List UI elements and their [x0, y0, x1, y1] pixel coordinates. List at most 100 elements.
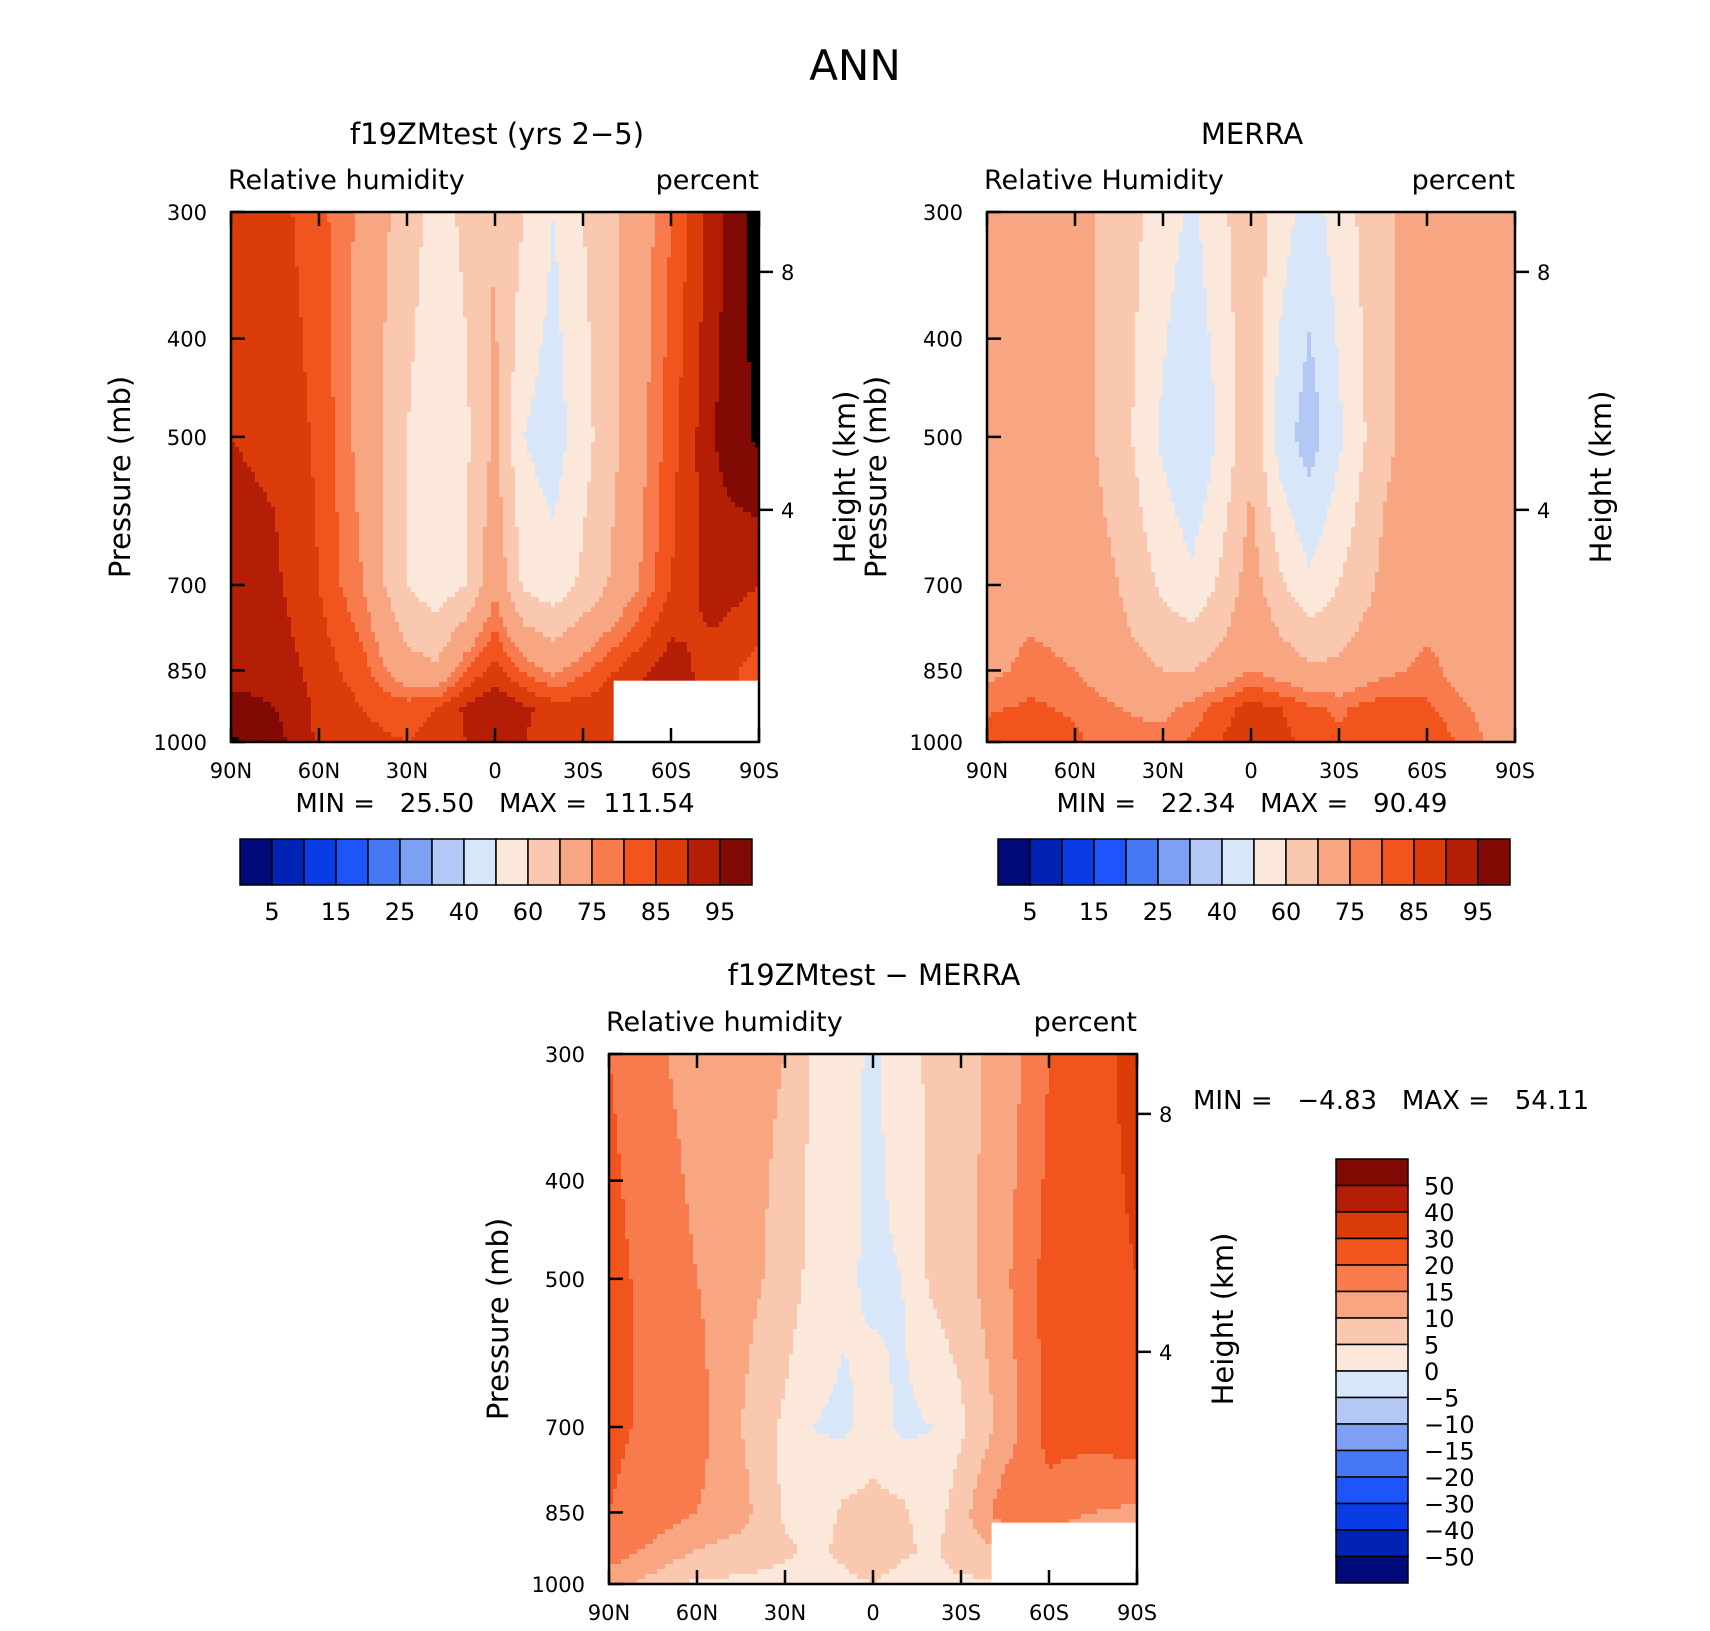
contour-cell: [487, 212, 492, 218]
contour-cell: [587, 317, 592, 323]
contour-cell: [615, 312, 620, 318]
contour-cell: [407, 297, 412, 303]
contour-cell: [411, 217, 416, 223]
contour-cell: [671, 277, 676, 283]
contour-cell: [479, 267, 484, 273]
contour-cell: [639, 247, 644, 253]
contour-cell: [291, 372, 296, 378]
contour-cell: [451, 252, 456, 258]
contour-cell: [415, 352, 420, 358]
contour-cell: [703, 302, 708, 308]
contour-cell: [591, 312, 596, 318]
contour-cell: [291, 302, 296, 308]
contour-cell: [259, 357, 264, 363]
contour-cell: [379, 327, 384, 333]
contour-cell: [511, 322, 516, 328]
contour-cell: [619, 217, 624, 223]
contour-cell: [715, 392, 720, 398]
contour-cell: [751, 262, 756, 268]
contour-cell: [635, 362, 640, 368]
contour-cell: [679, 222, 684, 228]
contour-cell: [703, 272, 708, 278]
contour-cell: [391, 342, 396, 348]
contour-cell: [707, 352, 712, 358]
contour-cell: [711, 332, 716, 338]
contour-cell: [655, 302, 660, 308]
contour-cell: [519, 317, 524, 323]
contour-cell: [615, 352, 620, 358]
contour-cell: [307, 307, 312, 313]
contour-cell: [395, 257, 400, 263]
contour-cell: [359, 327, 364, 333]
contour-cell: [719, 362, 724, 368]
contour-cell: [343, 332, 348, 338]
contour-cell: [443, 267, 448, 273]
contour-cell: [567, 372, 572, 378]
contour-cell: [515, 237, 520, 243]
contour-cell: [283, 247, 288, 253]
contour-cell: [247, 292, 252, 298]
contour-cell: [387, 282, 392, 288]
contour-cell: [747, 332, 752, 338]
contour-cell: [271, 232, 276, 238]
contour-cell: [403, 342, 408, 348]
contour-cell: [487, 282, 492, 288]
contour-cell: [547, 342, 552, 348]
contour-cell: [343, 337, 348, 343]
contour-cell: [651, 392, 656, 398]
contour-cell: [303, 377, 308, 383]
contour-cell: [255, 227, 260, 233]
contour-cell: [523, 392, 528, 398]
contour-cell: [351, 297, 356, 303]
contour-cell: [351, 392, 356, 398]
contour-cell: [327, 237, 332, 243]
contour-cell: [351, 352, 356, 358]
contour-cell: [539, 212, 544, 218]
contour-cell: [703, 342, 708, 348]
contour-cell: [647, 387, 652, 393]
contour-cell: [687, 387, 692, 393]
contour-cell: [319, 387, 324, 393]
contour-cell: [619, 252, 624, 258]
contour-cell: [411, 377, 416, 383]
contour-cell: [419, 372, 424, 378]
contour-cell: [603, 292, 608, 298]
contour-cell: [363, 342, 368, 348]
contour-cell: [679, 287, 684, 293]
contour-cell: [743, 282, 748, 288]
contour-cell: [571, 257, 576, 263]
contour-cell: [671, 282, 676, 288]
contour-cell: [695, 257, 700, 263]
contour-cell: [471, 262, 476, 268]
contour-cell: [599, 382, 604, 388]
contour-cell: [439, 217, 444, 223]
contour-cell: [579, 267, 584, 273]
contour-cell: [575, 322, 580, 328]
contour-cell: [235, 232, 240, 238]
contour-cell: [743, 377, 748, 383]
contour-cell: [591, 327, 596, 333]
contour-cell: [443, 312, 448, 318]
contour-cell: [323, 307, 328, 313]
contour-cell: [507, 322, 512, 328]
contour-cell: [647, 292, 652, 298]
contour-cell: [307, 267, 312, 273]
contour-cell: [295, 222, 300, 228]
contour-cell: [307, 302, 312, 308]
contour-cell: [467, 257, 472, 263]
contour-cell: [267, 382, 272, 388]
contour-cell: [479, 247, 484, 253]
contour-cell: [367, 302, 372, 308]
contour-cell: [247, 332, 252, 338]
contour-cell: [615, 232, 620, 238]
contour-cell: [423, 312, 428, 318]
contour-cell: [295, 232, 300, 238]
contour-cell: [559, 352, 564, 358]
contour-cell: [459, 357, 464, 363]
contour-cell: [559, 267, 564, 273]
contour-cell: [363, 252, 368, 258]
contour-cell: [411, 382, 416, 388]
contour-cell: [411, 287, 416, 293]
contour-cell: [291, 227, 296, 233]
contour-cell: [623, 317, 628, 323]
